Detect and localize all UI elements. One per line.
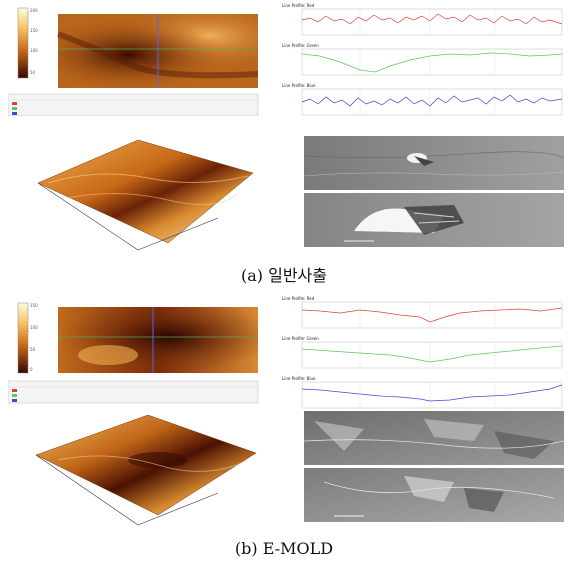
afm-3d-surface bbox=[37, 139, 254, 251]
figure-panel-a: 200 150 100 50 bbox=[8, 3, 564, 285]
svg-text:50: 50 bbox=[30, 347, 36, 352]
sem-image-bottom bbox=[304, 468, 564, 522]
line-profile-red-title: Line Profile: Red bbox=[282, 3, 315, 8]
svg-text:100: 100 bbox=[30, 48, 38, 53]
svg-text:150: 150 bbox=[30, 28, 38, 33]
stats-table bbox=[8, 380, 259, 404]
line-profile-green-title: Line Profile: Green bbox=[282, 336, 319, 341]
line-profile-blue-title: Line Profile: Blue bbox=[282, 376, 316, 381]
svg-text:200: 200 bbox=[30, 8, 38, 13]
line-profile-red: Line Profile: Red bbox=[282, 296, 563, 329]
sem-image-top bbox=[304, 136, 564, 190]
caption-b: (b) E-MOLD bbox=[234, 539, 334, 558]
line-profile-green-title: Line Profile: Green bbox=[282, 43, 319, 48]
stats-table bbox=[8, 93, 259, 116]
afm-2d-map: 200 150 100 50 bbox=[8, 7, 259, 116]
line-profile-green: Line Profile: Green bbox=[282, 336, 563, 369]
line-profile-blue-title: Line Profile: Blue bbox=[282, 83, 316, 88]
line-profile-red-title: Line Profile: Red bbox=[282, 296, 315, 301]
sem-image-top bbox=[304, 411, 564, 465]
afm-3d-surface bbox=[35, 415, 257, 526]
line-profile-red: Line Profile: Red bbox=[282, 3, 563, 36]
caption-a: (a) 일반사출 bbox=[241, 266, 327, 285]
svg-text:150: 150 bbox=[30, 303, 38, 308]
svg-text:0: 0 bbox=[30, 367, 33, 372]
sem-image-bottom bbox=[304, 193, 564, 247]
colorbar bbox=[17, 7, 29, 79]
colorbar bbox=[17, 302, 29, 374]
afm-2d-map: 150 100 50 0 bbox=[8, 302, 259, 404]
line-profile-green: Line Profile: Green bbox=[282, 43, 563, 76]
line-profile-blue: Line Profile: Blue bbox=[282, 376, 563, 409]
line-profile-blue: Line Profile: Blue bbox=[282, 83, 563, 116]
svg-text:50: 50 bbox=[30, 70, 36, 75]
svg-text:100: 100 bbox=[30, 325, 38, 330]
figure-panel-b: 150 100 50 0 Lin bbox=[0, 295, 568, 565]
